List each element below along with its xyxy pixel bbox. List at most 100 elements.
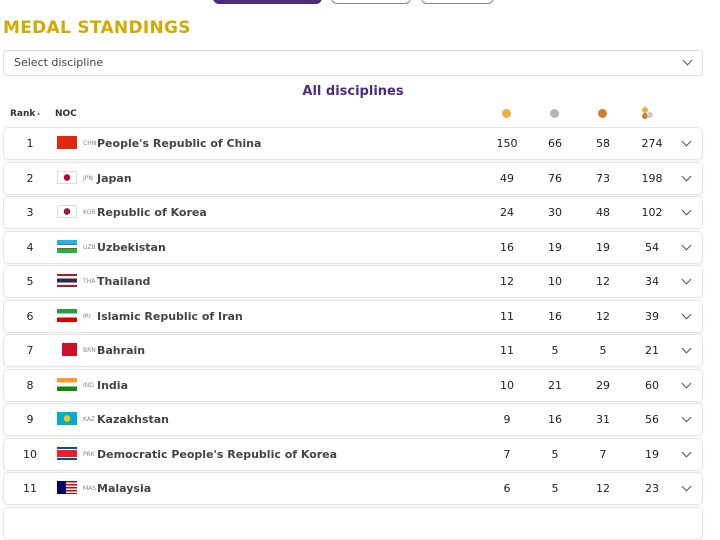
bronze-icon — [598, 109, 607, 118]
flag — [57, 274, 77, 287]
chevron — [681, 240, 692, 250]
table-row[interactable]: 2 JPN Japan 49 76 73 198 — [3, 161, 703, 195]
rank: 7 — [26, 344, 34, 357]
rank: 2 — [26, 171, 34, 185]
noc-header: NOC — [55, 109, 77, 119]
table-row[interactable]: 4 UZB Uzbekistan 16 19 19 54 — [3, 230, 703, 264]
country-name: People's Republic of China — [97, 137, 262, 150]
flag — [57, 377, 77, 391]
gold-count: 10 — [500, 378, 514, 392]
flag — [57, 170, 77, 184]
total-count: 60 — [645, 378, 659, 392]
country-name: Japan — [97, 171, 132, 185]
country-name: Democratic People's Republic of Korea — [97, 447, 338, 461]
flag — [57, 481, 77, 494]
country-name: Islamic Republic of Iran — [97, 309, 243, 323]
flag — [57, 446, 77, 460]
silver-count: 19 — [548, 240, 562, 254]
country-code: THA — [83, 278, 96, 285]
gold-count: 9 — [503, 413, 511, 426]
table-row[interactable]: 5 THA Thailand 12 10 12 34 — [3, 265, 703, 298]
silver-count: 10 — [548, 275, 562, 288]
country-code: KOR — [83, 209, 96, 216]
table-row[interactable]: 11 MAS Malaysia 6 5 12 23 — [3, 472, 703, 505]
flag — [57, 308, 77, 322]
bronze-count: 12 — [596, 275, 610, 288]
table-row[interactable]: 9 KAZ Kazakhstan 9 16 31 56 — [3, 403, 703, 436]
silver-icon — [550, 109, 559, 118]
silver-count: 30 — [548, 206, 562, 219]
table-row[interactable]: 6 IRI Islamic Republic of Iran 11 16 12 39 — [3, 299, 703, 333]
country-code: MAS — [83, 485, 97, 492]
country-name: Thailand — [97, 275, 151, 288]
silver-count: 21 — [548, 378, 562, 392]
country-code: BRN — [83, 347, 96, 354]
rank: 1 — [26, 137, 34, 150]
silver-count: 66 — [548, 137, 562, 150]
rank: 4 — [26, 240, 34, 254]
chevron — [681, 412, 692, 423]
flag — [57, 412, 77, 425]
chevron — [681, 481, 692, 492]
chevron — [682, 55, 693, 66]
table-row[interactable]: 1 CHN People's Republic of China 150 66 58 274 — [3, 127, 703, 160]
gold-count: 12 — [500, 275, 514, 288]
total-count: 102 — [641, 206, 663, 219]
country-code: PRK — [83, 450, 95, 458]
total-count: 39 — [645, 309, 659, 323]
total-count: 19 — [645, 447, 659, 461]
total-count: 23 — [645, 482, 659, 495]
table-row[interactable] — [3, 507, 703, 540]
bronze-count: 58 — [596, 137, 610, 150]
page: MEDAL STANDINGS Select discipline All di… — [3, 0, 703, 540]
table-row[interactable]: 3 KOR Republic of Korea 24 30 48 102 — [3, 196, 703, 229]
flag — [57, 343, 77, 356]
table-row[interactable]: 7 BRN Bahrain 11 5 5 21 — [3, 334, 703, 367]
bronze-count: 5 — [599, 344, 607, 357]
discipline-select[interactable]: Select discipline — [3, 50, 703, 76]
rank: 10 — [23, 447, 37, 461]
country-code: UZB — [83, 243, 96, 251]
rank-header[interactable]: Rank — [10, 109, 36, 119]
country-name: Malaysia — [97, 482, 152, 495]
silver-count: 5 — [551, 482, 559, 495]
silver-count: 16 — [548, 413, 562, 426]
rank: 3 — [26, 206, 34, 219]
chevron — [681, 447, 692, 457]
gold-count: 11 — [500, 309, 514, 323]
flag — [57, 205, 77, 218]
total-count: 198 — [641, 171, 663, 185]
country-code: JPN — [83, 174, 93, 182]
total-count: 56 — [645, 413, 659, 426]
bronze-count: 12 — [596, 309, 610, 323]
country-name: Kazakhstan — [97, 413, 169, 426]
chevron — [681, 274, 692, 285]
rank: 5 — [26, 275, 34, 288]
table-row[interactable]: 8 IND India 10 21 29 60 — [3, 368, 703, 402]
table-row[interactable]: 10 PRK Democratic People's Republic of Kor… — [3, 437, 703, 471]
bronze-count: 73 — [596, 171, 610, 185]
select-placeholder: Select discipline — [14, 56, 104, 69]
tab-button[interactable] — [421, 0, 494, 4]
page-title: MEDAL STANDINGS — [3, 18, 191, 38]
rank: 11 — [23, 482, 37, 495]
gold-count: 49 — [500, 171, 514, 185]
gold-count: 24 — [500, 206, 514, 219]
chevron — [681, 171, 692, 181]
sort-icon[interactable]: ▴ — [37, 110, 41, 117]
total-icon — [642, 107, 648, 113]
tab-button[interactable] — [213, 0, 322, 4]
gold-count: 6 — [503, 482, 511, 495]
country-name: Republic of Korea — [97, 206, 207, 219]
chevron — [681, 136, 692, 147]
country-name: India — [97, 378, 128, 392]
rank: 9 — [26, 413, 34, 426]
bronze-count: 29 — [596, 378, 610, 392]
bronze-count: 31 — [596, 413, 610, 426]
rank: 8 — [26, 378, 34, 392]
gold-count: 7 — [503, 447, 511, 461]
tab-button[interactable] — [331, 0, 411, 4]
rank: 6 — [26, 309, 34, 323]
flag — [57, 239, 77, 253]
chevron — [681, 343, 692, 354]
